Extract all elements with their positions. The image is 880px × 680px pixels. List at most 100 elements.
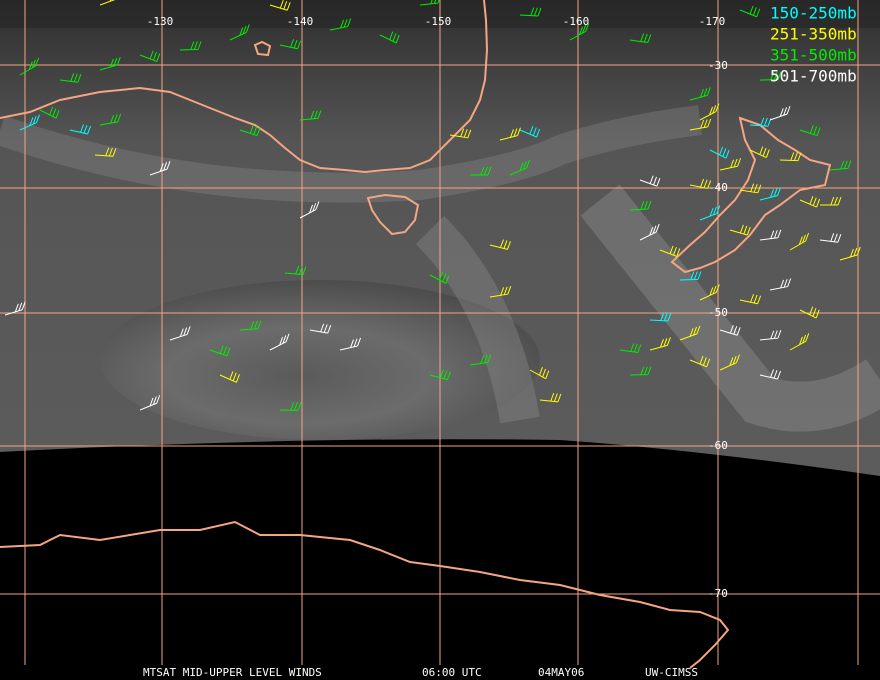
wind-barb <box>659 245 681 257</box>
graticule <box>0 0 880 665</box>
wind-barb <box>629 366 652 376</box>
wind-barb <box>769 105 791 121</box>
wind-barb <box>139 50 161 62</box>
footer-time: 06:00 UTC <box>422 666 482 679</box>
footer-credit: UW-CIMSS <box>645 666 698 679</box>
wind-barb <box>99 56 121 71</box>
wind-barb <box>59 73 82 83</box>
wind-barb <box>799 306 820 319</box>
wind-barb <box>499 127 521 141</box>
wind-barb <box>779 152 802 162</box>
wind-barb <box>299 201 320 219</box>
wind-barb <box>429 271 450 284</box>
wind-barb <box>799 196 821 208</box>
wind-barb <box>19 114 40 131</box>
wind-barb <box>699 284 720 301</box>
wind-barb <box>19 57 40 76</box>
wind-barb <box>689 87 711 101</box>
coastline <box>0 0 489 174</box>
lon-label: -140 <box>287 15 314 28</box>
wind-barb <box>719 324 741 336</box>
lon-label: -130 <box>147 15 174 28</box>
wind-barb <box>529 367 550 380</box>
wind-barb <box>739 183 762 194</box>
wind-barb <box>729 224 751 236</box>
wind-barb <box>39 106 60 119</box>
wind-barb <box>689 178 712 189</box>
wind-barb <box>284 265 307 276</box>
wind-barb <box>699 205 721 221</box>
legend: 150-250mb 251-350mb 351-500mb 501-700mb <box>770 4 857 86</box>
lat-label: -60 <box>708 439 728 452</box>
wind-barb <box>819 233 842 243</box>
wind-barb <box>639 223 660 241</box>
wind-barb <box>509 159 531 176</box>
wind-barb <box>269 333 290 351</box>
wind-barb <box>749 146 770 159</box>
lat-label: -30 <box>708 59 728 72</box>
wind-barb <box>619 343 642 354</box>
wind-barb <box>719 354 740 371</box>
footer-date: 04MAY06 <box>538 666 584 679</box>
wind-barb <box>279 39 302 50</box>
wind-barb <box>219 371 240 383</box>
wind-barb <box>99 113 122 126</box>
wind-barb <box>299 110 322 121</box>
wind-barb <box>719 158 742 171</box>
wind-barb <box>569 23 590 41</box>
legend-entry: 251-350mb <box>770 25 857 44</box>
wind-barb <box>699 103 720 121</box>
wind-barb <box>649 337 671 351</box>
wind-barb <box>489 239 511 250</box>
wind-barb <box>239 320 262 331</box>
lon-label: -150 <box>425 15 452 28</box>
cloud-band <box>0 105 702 203</box>
wind-barb <box>279 402 302 411</box>
lat-label: -50 <box>708 306 728 319</box>
wind-barb <box>269 0 291 11</box>
wind-barb <box>4 301 26 316</box>
wind-barb <box>179 41 202 51</box>
wind-barb <box>309 323 332 334</box>
wind-barb <box>839 246 861 261</box>
lon-label: -170 <box>699 15 726 28</box>
lat-label: -70 <box>708 587 728 600</box>
wind-barb <box>759 329 782 341</box>
wind-barb <box>449 128 472 139</box>
wind-barb <box>829 160 852 171</box>
wind-barb <box>69 124 92 135</box>
wind-barb <box>339 337 362 351</box>
wind-barb <box>379 31 400 44</box>
cloud-swirl <box>100 280 540 440</box>
wind-barb <box>679 271 702 281</box>
wind-barb <box>99 0 116 6</box>
wind-barb <box>539 392 562 403</box>
wind-barb <box>709 146 730 159</box>
footer-title: MTSAT MID-UPPER LEVEL WINDS <box>143 666 322 679</box>
wind-barb <box>149 160 171 176</box>
legend-entry: 501-700mb <box>770 67 857 86</box>
longitude-labels: -130 -140 -150 -160 -170 <box>147 15 726 28</box>
wind-barb <box>519 126 541 138</box>
latitude-labels: -30 -40 -50 -60 -70 <box>708 59 728 600</box>
new-zealand <box>670 116 832 274</box>
wind-barb <box>94 147 117 157</box>
wind-barb <box>169 326 191 341</box>
wind-barb <box>799 125 821 137</box>
wind-barb <box>789 333 810 351</box>
island <box>253 40 272 57</box>
wind-barb <box>519 7 542 17</box>
wind-barb <box>649 312 672 322</box>
wind-barb <box>689 118 712 131</box>
wind-barbs <box>4 0 861 411</box>
wind-barb <box>759 187 781 201</box>
wind-barb <box>419 0 440 6</box>
wind-barb <box>789 232 810 251</box>
wind-barb <box>229 24 250 41</box>
footer: MTSAT MID-UPPER LEVEL WINDS 06:00 UTC 04… <box>143 666 698 679</box>
coastlines <box>0 0 832 669</box>
tasmania <box>366 193 420 236</box>
wind-barb <box>429 369 451 381</box>
wind-barb <box>639 175 661 187</box>
